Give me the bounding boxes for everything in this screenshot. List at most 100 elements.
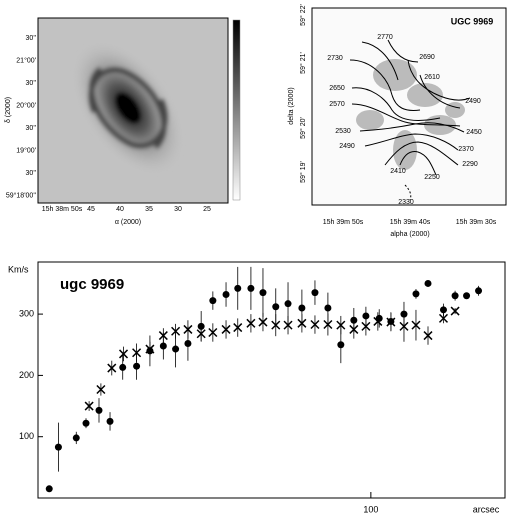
data-point — [133, 362, 141, 370]
galaxy-image — [37, 17, 241, 204]
data-point — [158, 331, 168, 341]
data-point — [118, 349, 129, 359]
data-point — [311, 289, 319, 297]
data-point — [258, 317, 268, 327]
y-tick-label: 30'' — [26, 125, 36, 132]
contour-label: 2290 — [462, 161, 478, 168]
map-background — [312, 8, 506, 205]
data-point — [399, 321, 409, 331]
data-point — [271, 320, 281, 330]
x-tick-label: 15h 39m 50s — [323, 219, 364, 226]
contour-label: 2410 — [390, 168, 406, 175]
data-point — [45, 485, 53, 493]
data-point — [324, 304, 332, 312]
contour-label: 2330 — [398, 199, 414, 206]
data-point — [272, 303, 280, 311]
data-point — [283, 320, 293, 330]
data-point — [337, 341, 345, 349]
x-tick-label: 100 — [363, 504, 378, 514]
x-tick-label: 15h 39m 30s — [456, 219, 497, 226]
data-point — [297, 318, 307, 328]
data-point — [222, 290, 230, 298]
map-frame — [311, 7, 507, 206]
contour-label: 2690 — [419, 54, 435, 61]
data-point — [247, 284, 255, 292]
colorbar — [232, 19, 241, 201]
contour-label: 2570 — [329, 101, 345, 108]
data-point — [284, 300, 292, 308]
spiral-arm — [88, 67, 167, 150]
data-point — [246, 318, 256, 328]
chart-title: ugc 9969 — [60, 276, 124, 293]
y-tick-label: 30'' — [26, 35, 36, 42]
velocity-contours — [349, 39, 471, 201]
x-tick-label: 15h 39m 40s — [390, 219, 431, 226]
data-point — [183, 324, 193, 334]
map-title: UGC 9969 — [451, 16, 494, 26]
data-point — [119, 363, 127, 371]
data-point — [82, 419, 90, 427]
data-point — [209, 297, 217, 305]
data-point — [145, 344, 155, 354]
x-tick-label: 15h 38m 50s — [42, 206, 83, 213]
x-axis-label: arcsec — [473, 504, 500, 514]
data-point — [463, 292, 471, 300]
x-tick-label: 25 — [203, 206, 211, 213]
hi-blobs — [356, 59, 465, 170]
data-point — [423, 331, 433, 341]
x-axis-label: α (2000) — [115, 219, 141, 226]
y-tick-label: 59° 22' — [299, 4, 307, 26]
y-tick-label: 59° 19' — [299, 161, 307, 183]
contour-label: 2490 — [339, 143, 355, 150]
y-tick-label: 30'' — [26, 80, 36, 87]
y-tick-label: 59° 20' — [299, 117, 307, 139]
data-point — [450, 306, 460, 316]
data-point — [96, 384, 106, 395]
contour-label: 2250 — [424, 174, 440, 181]
x-tick-label: 35 — [145, 206, 153, 213]
data-point — [411, 320, 421, 330]
y-tick-label: 200 — [19, 370, 34, 380]
velocity-map: UGC 9969 — [311, 7, 507, 206]
data-point — [412, 290, 420, 298]
data-point — [323, 319, 333, 330]
data-point — [451, 292, 459, 300]
data-point — [221, 324, 231, 334]
data-point — [259, 289, 267, 297]
x-tick-label: 40 — [116, 206, 124, 213]
image-frame — [37, 17, 229, 204]
y-axis-label: δ (2000) — [5, 97, 12, 123]
plot-frame — [37, 261, 506, 499]
data-point — [234, 284, 242, 292]
contour-label: 2770 — [377, 34, 393, 41]
data-point — [107, 363, 117, 373]
data-point — [336, 320, 346, 330]
data-point — [424, 279, 432, 287]
data-point — [361, 321, 371, 331]
data-point — [298, 304, 306, 312]
data-point — [373, 316, 383, 326]
data-point — [72, 434, 80, 442]
data-point — [233, 323, 243, 333]
galaxy-core — [114, 92, 142, 124]
x-axis-label: alpha (2000) — [390, 231, 429, 238]
x-tick-label: 45 — [87, 206, 95, 213]
data-point — [475, 287, 483, 295]
y-tick-label: 20°00' — [16, 101, 36, 109]
data-point — [196, 329, 206, 339]
x-tick-label: 30 — [174, 206, 182, 213]
data-point — [386, 317, 396, 327]
contour-label: 2370 — [458, 146, 474, 153]
contour-label: 2450 — [466, 129, 482, 136]
y-tick-label: 59°18'00'' — [6, 191, 36, 199]
data-point — [184, 340, 192, 348]
y-tick-label: 30'' — [26, 170, 36, 177]
contour-label: 2730 — [327, 55, 343, 62]
contour-label: 2650 — [329, 85, 345, 92]
data-point — [132, 348, 142, 358]
data-point — [159, 342, 167, 350]
y-tick-label: 59° 21' — [299, 52, 307, 74]
data-point — [438, 313, 449, 323]
y-tick-label: 300 — [19, 308, 34, 318]
